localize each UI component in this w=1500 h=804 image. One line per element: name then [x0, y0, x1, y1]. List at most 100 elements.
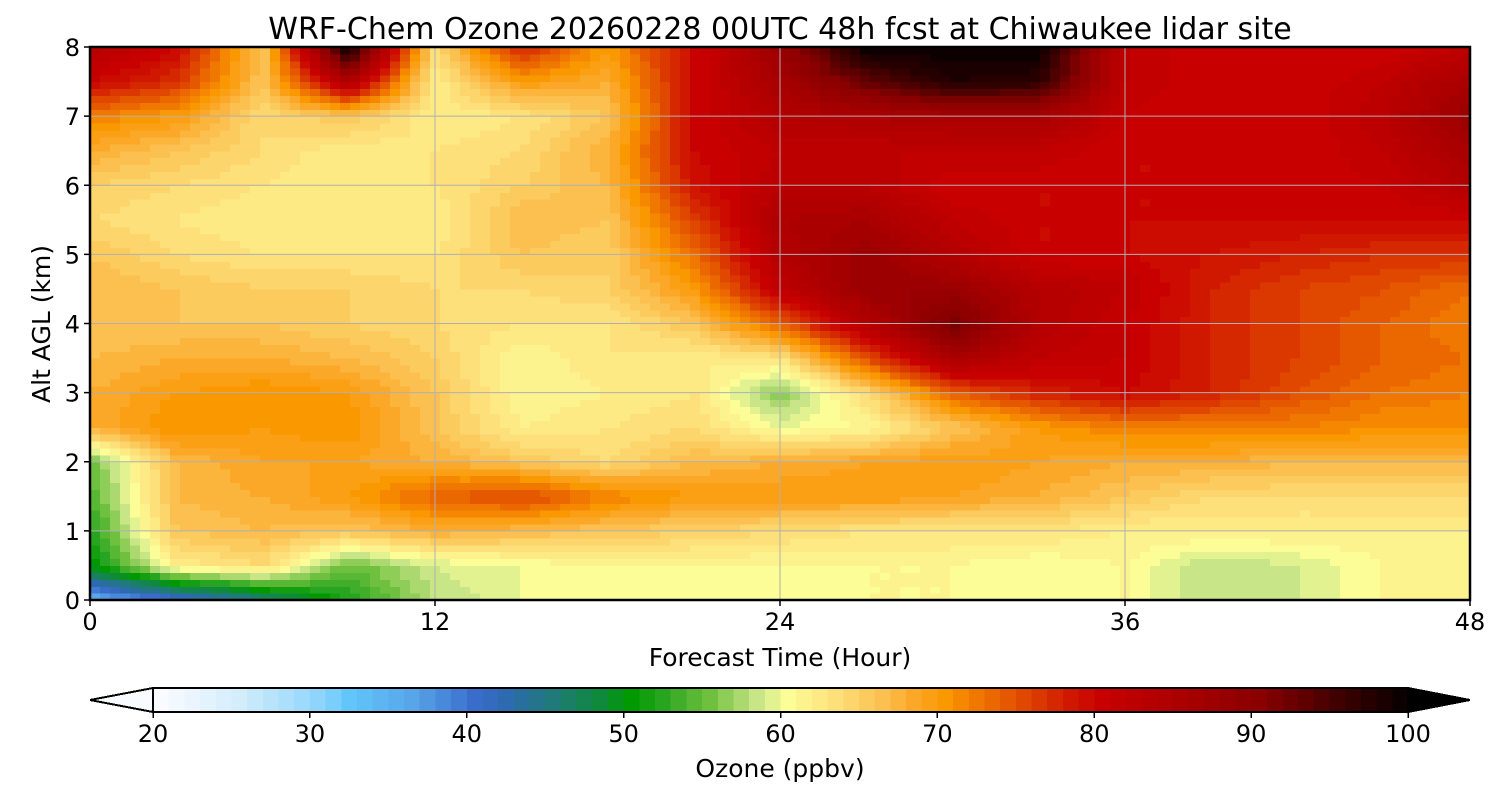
heatmap-cell: [140, 164, 151, 173]
heatmap-cell: [340, 275, 351, 283]
heatmap-cell: [160, 288, 171, 297]
heatmap-cell: [360, 364, 371, 373]
heatmap-cell: [240, 254, 251, 262]
heatmap-cell: [130, 102, 141, 110]
heatmap-cell: [320, 551, 331, 560]
heatmap-cell: [390, 240, 401, 249]
heatmap-cell: [530, 406, 541, 414]
heatmap-cell: [240, 67, 251, 76]
heatmap-cell: [170, 565, 181, 573]
heatmap-cell: [170, 593, 181, 601]
heatmap-cell: [590, 316, 601, 325]
heatmap-cell: [120, 88, 131, 96]
heatmap-cell: [370, 205, 381, 214]
heatmap-cell: [550, 178, 561, 186]
heatmap-cell: [250, 109, 261, 117]
heatmap-cell: [500, 240, 511, 249]
heatmap-cell: [540, 489, 551, 497]
heatmap-cell: [300, 323, 311, 332]
heatmap-cell: [500, 413, 511, 421]
heatmap-cell: [100, 461, 111, 470]
heatmap-cell: [560, 551, 571, 560]
heatmap-cell: [160, 454, 171, 463]
heatmap-cell: [380, 371, 391, 380]
heatmap-cell: [470, 102, 481, 110]
heatmap-cell: [450, 233, 461, 242]
heatmap-cell: [610, 523, 621, 532]
heatmap-cell: [700, 219, 711, 228]
heatmap-cell: [550, 454, 561, 463]
heatmap-cell: [190, 212, 201, 221]
heatmap-cell: [360, 295, 371, 304]
heatmap-cell: [190, 351, 201, 359]
heatmap-cell: [180, 295, 191, 304]
heatmap-cell: [90, 47, 101, 55]
heatmap-cell: [280, 129, 291, 138]
heatmap-cell: [620, 392, 631, 401]
heatmap-cell: [510, 558, 521, 567]
heatmap-cell: [700, 489, 711, 497]
heatmap-cell: [290, 157, 301, 166]
heatmap-cell: [420, 434, 431, 442]
heatmap-cell: [590, 413, 601, 421]
heatmap-cell: [500, 136, 511, 145]
heatmap-cell: [300, 427, 311, 435]
heatmap-cell: [500, 323, 511, 332]
heatmap-cell: [650, 523, 661, 532]
heatmap-cell: [380, 489, 391, 497]
heatmap-cell: [270, 406, 281, 414]
heatmap-cell: [370, 399, 381, 408]
heatmap-cell: [700, 351, 711, 359]
heatmap-cell: [660, 192, 671, 200]
heatmap-cell: [490, 109, 501, 117]
heatmap-cell: [520, 192, 531, 200]
heatmap-cell: [350, 247, 361, 255]
heatmap-cell: [250, 171, 261, 179]
heatmap-cell: [190, 537, 201, 546]
heatmap-cell: [390, 233, 401, 242]
heatmap-cell: [490, 171, 501, 179]
heatmap-cell: [90, 565, 101, 573]
heatmap-cell: [340, 537, 351, 546]
heatmap-cell: [450, 579, 461, 587]
heatmap-cell: [120, 240, 131, 249]
heatmap-cell: [300, 129, 311, 138]
heatmap-cell: [560, 378, 571, 387]
heatmap-cell: [370, 461, 381, 470]
heatmap-cell: [240, 537, 251, 546]
heatmap-cell: [100, 88, 111, 96]
heatmap-cell: [120, 295, 131, 304]
heatmap-cell: [520, 399, 531, 408]
heatmap-cell: [370, 537, 381, 546]
heatmap-cell: [610, 558, 621, 567]
heatmap-cell: [540, 171, 551, 179]
heatmap-cell: [250, 199, 261, 207]
heatmap-cell: [680, 226, 691, 235]
heatmap-cell: [550, 475, 561, 484]
heatmap-cell: [580, 233, 591, 242]
heatmap-cell: [90, 378, 101, 387]
heatmap-cell: [560, 268, 571, 276]
heatmap-cell: [180, 503, 191, 511]
heatmap-cell: [300, 226, 311, 235]
heatmap-cell: [660, 261, 671, 269]
heatmap-cell: [400, 212, 411, 221]
heatmap-cell: [550, 240, 561, 249]
heatmap-cell: [270, 157, 281, 166]
heatmap-cell: [320, 199, 331, 207]
heatmap-cell: [560, 496, 571, 504]
heatmap-cell: [370, 171, 381, 179]
heatmap-cell: [460, 116, 471, 124]
heatmap-cell: [480, 212, 491, 221]
heatmap-cell: [180, 88, 191, 96]
heatmap-cell: [340, 143, 351, 152]
heatmap-cell: [290, 406, 301, 414]
heatmap-cell: [260, 510, 271, 518]
heatmap-cell: [190, 392, 201, 401]
heatmap-cell: [200, 309, 211, 318]
heatmap-cell: [220, 150, 231, 159]
heatmap-cell: [170, 116, 181, 124]
heatmap-cell: [380, 385, 391, 394]
heatmap-cell: [450, 129, 461, 138]
heatmap-cell: [470, 47, 481, 55]
